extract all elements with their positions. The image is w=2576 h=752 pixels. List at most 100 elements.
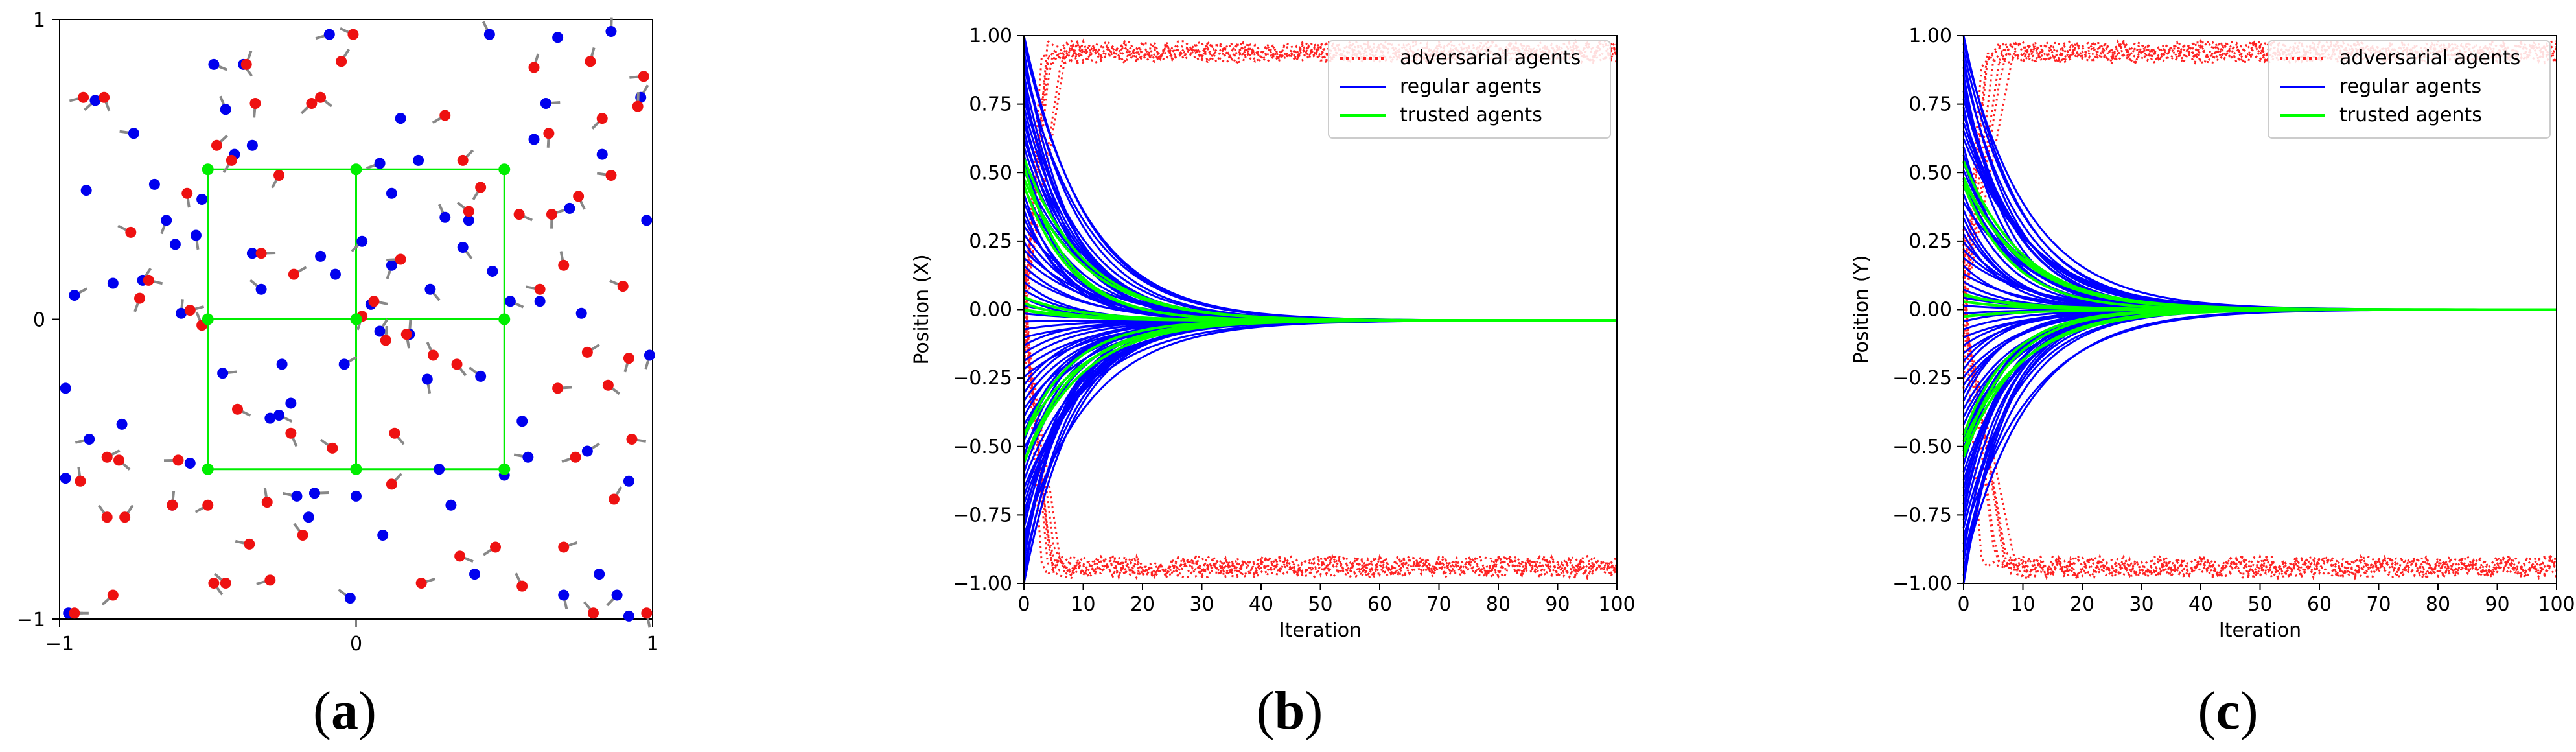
regular-agent-point <box>581 445 593 457</box>
adversarial-agent-point <box>415 578 427 589</box>
x-tick-label: 60 <box>1367 593 1392 616</box>
plot-area-c: 0 10 20 30 40 50 60 70 80 90 100 1.00 0.75 0.50 0.25 0.… <box>1850 25 2575 642</box>
adversarial-agent-point <box>552 382 564 394</box>
regular-agent-point <box>60 473 71 484</box>
regular-agent-point <box>483 29 495 40</box>
adversarial-agent-point <box>273 170 285 181</box>
adversarial-agent-point <box>602 379 614 391</box>
y-tick-label: 0.50 <box>1909 161 1952 184</box>
y-tick-label: −1.00 <box>1892 572 1952 595</box>
regular-agent-point <box>475 370 487 382</box>
adversarial-agent-point <box>534 283 546 295</box>
regular-agent-point <box>246 139 258 151</box>
trusted-agent-point <box>202 463 214 475</box>
x-axis-label: Iteration <box>2219 619 2301 642</box>
adversarial-agent-point <box>113 454 124 466</box>
regular-agent-point <box>84 434 95 445</box>
y-tick-label: 0.75 <box>1909 93 1952 116</box>
x-tick-label: 40 <box>1249 593 1273 616</box>
x-tick-label: 60 <box>2307 593 2332 616</box>
y-tick-label: −0.75 <box>1892 504 1952 526</box>
x-tick-label: 80 <box>2426 593 2450 616</box>
regular-agent-point <box>285 397 297 409</box>
regular-agent-point <box>148 178 160 190</box>
regular-agent-point <box>528 134 540 145</box>
trusted-agent-point <box>202 163 214 176</box>
x-tick-label: 100 <box>1598 593 1635 616</box>
x-tick-label: 20 <box>2070 593 2094 616</box>
regular-agent-point <box>80 185 92 196</box>
regular-agent-point <box>386 187 397 199</box>
adversarial-agent-point <box>588 607 599 619</box>
x-tick-label: 100 <box>2538 593 2575 616</box>
regular-agent-point <box>60 382 71 394</box>
trusted-agent-point <box>202 313 214 325</box>
adversarial-trajectory <box>1962 323 2558 580</box>
adversarial-agent-point <box>585 56 596 67</box>
regular-agent-point <box>424 283 436 295</box>
regular-agent-point <box>611 589 623 601</box>
regular-agent-point <box>469 569 480 580</box>
regular-agent-point <box>190 229 202 241</box>
regular-agent-point <box>623 475 634 487</box>
y-tick-label: −0.75 <box>953 504 1012 526</box>
adversarial-agent-point <box>632 100 644 112</box>
regular-agent-point <box>356 235 368 247</box>
y-tick-label: 1 <box>33 9 45 32</box>
y-tick-label: −0.25 <box>953 367 1012 390</box>
regular-agent-point <box>623 610 634 622</box>
regular-agent-point <box>386 259 397 271</box>
adversarial-agent-point <box>439 110 451 121</box>
y-tick-label: 1.00 <box>1909 25 1952 47</box>
regular-agent-point <box>575 307 587 319</box>
y-axis-label: Position (X) <box>911 254 933 364</box>
regular-agent-point <box>374 325 386 337</box>
adversarial-agent-point <box>546 209 557 220</box>
adversarial-agent-point <box>395 253 406 265</box>
adversarial-agent-point <box>167 499 178 511</box>
chart-c: 0 10 20 30 40 50 60 70 80 90 100 1.00 0.75 0.50 0.25 0.… <box>1850 25 2575 642</box>
legend-box <box>1328 40 1611 139</box>
trusted-agent-point <box>350 313 362 325</box>
trusted-agent-point <box>498 313 511 325</box>
adversarial-agent-point <box>516 580 528 592</box>
regular-agent-point <box>107 277 119 289</box>
adversarial-trajectory <box>1962 276 2557 581</box>
y-tick-label: 0 <box>33 309 45 332</box>
y-tick-label: 0.00 <box>969 299 1012 322</box>
regular-agent-point <box>552 32 564 43</box>
y-tick-label: 0.00 <box>1909 299 1952 322</box>
y-tick-label: 0.75 <box>969 93 1012 116</box>
regular-agent-point <box>273 410 285 421</box>
regular-agent-point <box>291 490 303 502</box>
adversarial-agent-point <box>558 541 570 553</box>
adversarial-agent-point <box>232 403 243 415</box>
caption-c: (c) <box>2198 681 2258 741</box>
y-tick-label: −1.00 <box>953 572 1012 595</box>
adversarial-agent-point <box>558 259 570 271</box>
adversarial-agent-point <box>285 427 297 439</box>
adversarial-agent-point <box>463 206 474 217</box>
adversarial-agent-point <box>570 451 581 463</box>
regular-agent-point <box>217 368 229 379</box>
adversarial-agent-point <box>336 56 347 67</box>
legend-label: regular agents <box>1400 75 1542 98</box>
adversarial-agent-point <box>226 154 237 166</box>
adversarial-agent-point <box>306 98 318 109</box>
regular-agent-point <box>276 358 288 370</box>
regular-agent-point <box>89 95 101 106</box>
adversarial-agent-point <box>596 113 608 124</box>
regular-agent-point <box>184 458 196 469</box>
adversarial-agent-point <box>264 574 276 586</box>
adversarial-agent-point <box>99 91 110 103</box>
adversarial-agent-point <box>638 71 649 82</box>
adversarial-agent-point <box>143 274 154 286</box>
regular-agent-point <box>457 242 469 253</box>
adversarial-agent-point <box>107 589 119 601</box>
adversarial-trajectory <box>1023 290 1618 581</box>
trusted-agent-point <box>498 463 511 475</box>
regular-agent-point <box>504 296 516 307</box>
x-tick-label: 30 <box>2129 593 2153 616</box>
regular-agent-point <box>413 154 424 166</box>
regular-agent-point <box>463 215 474 226</box>
